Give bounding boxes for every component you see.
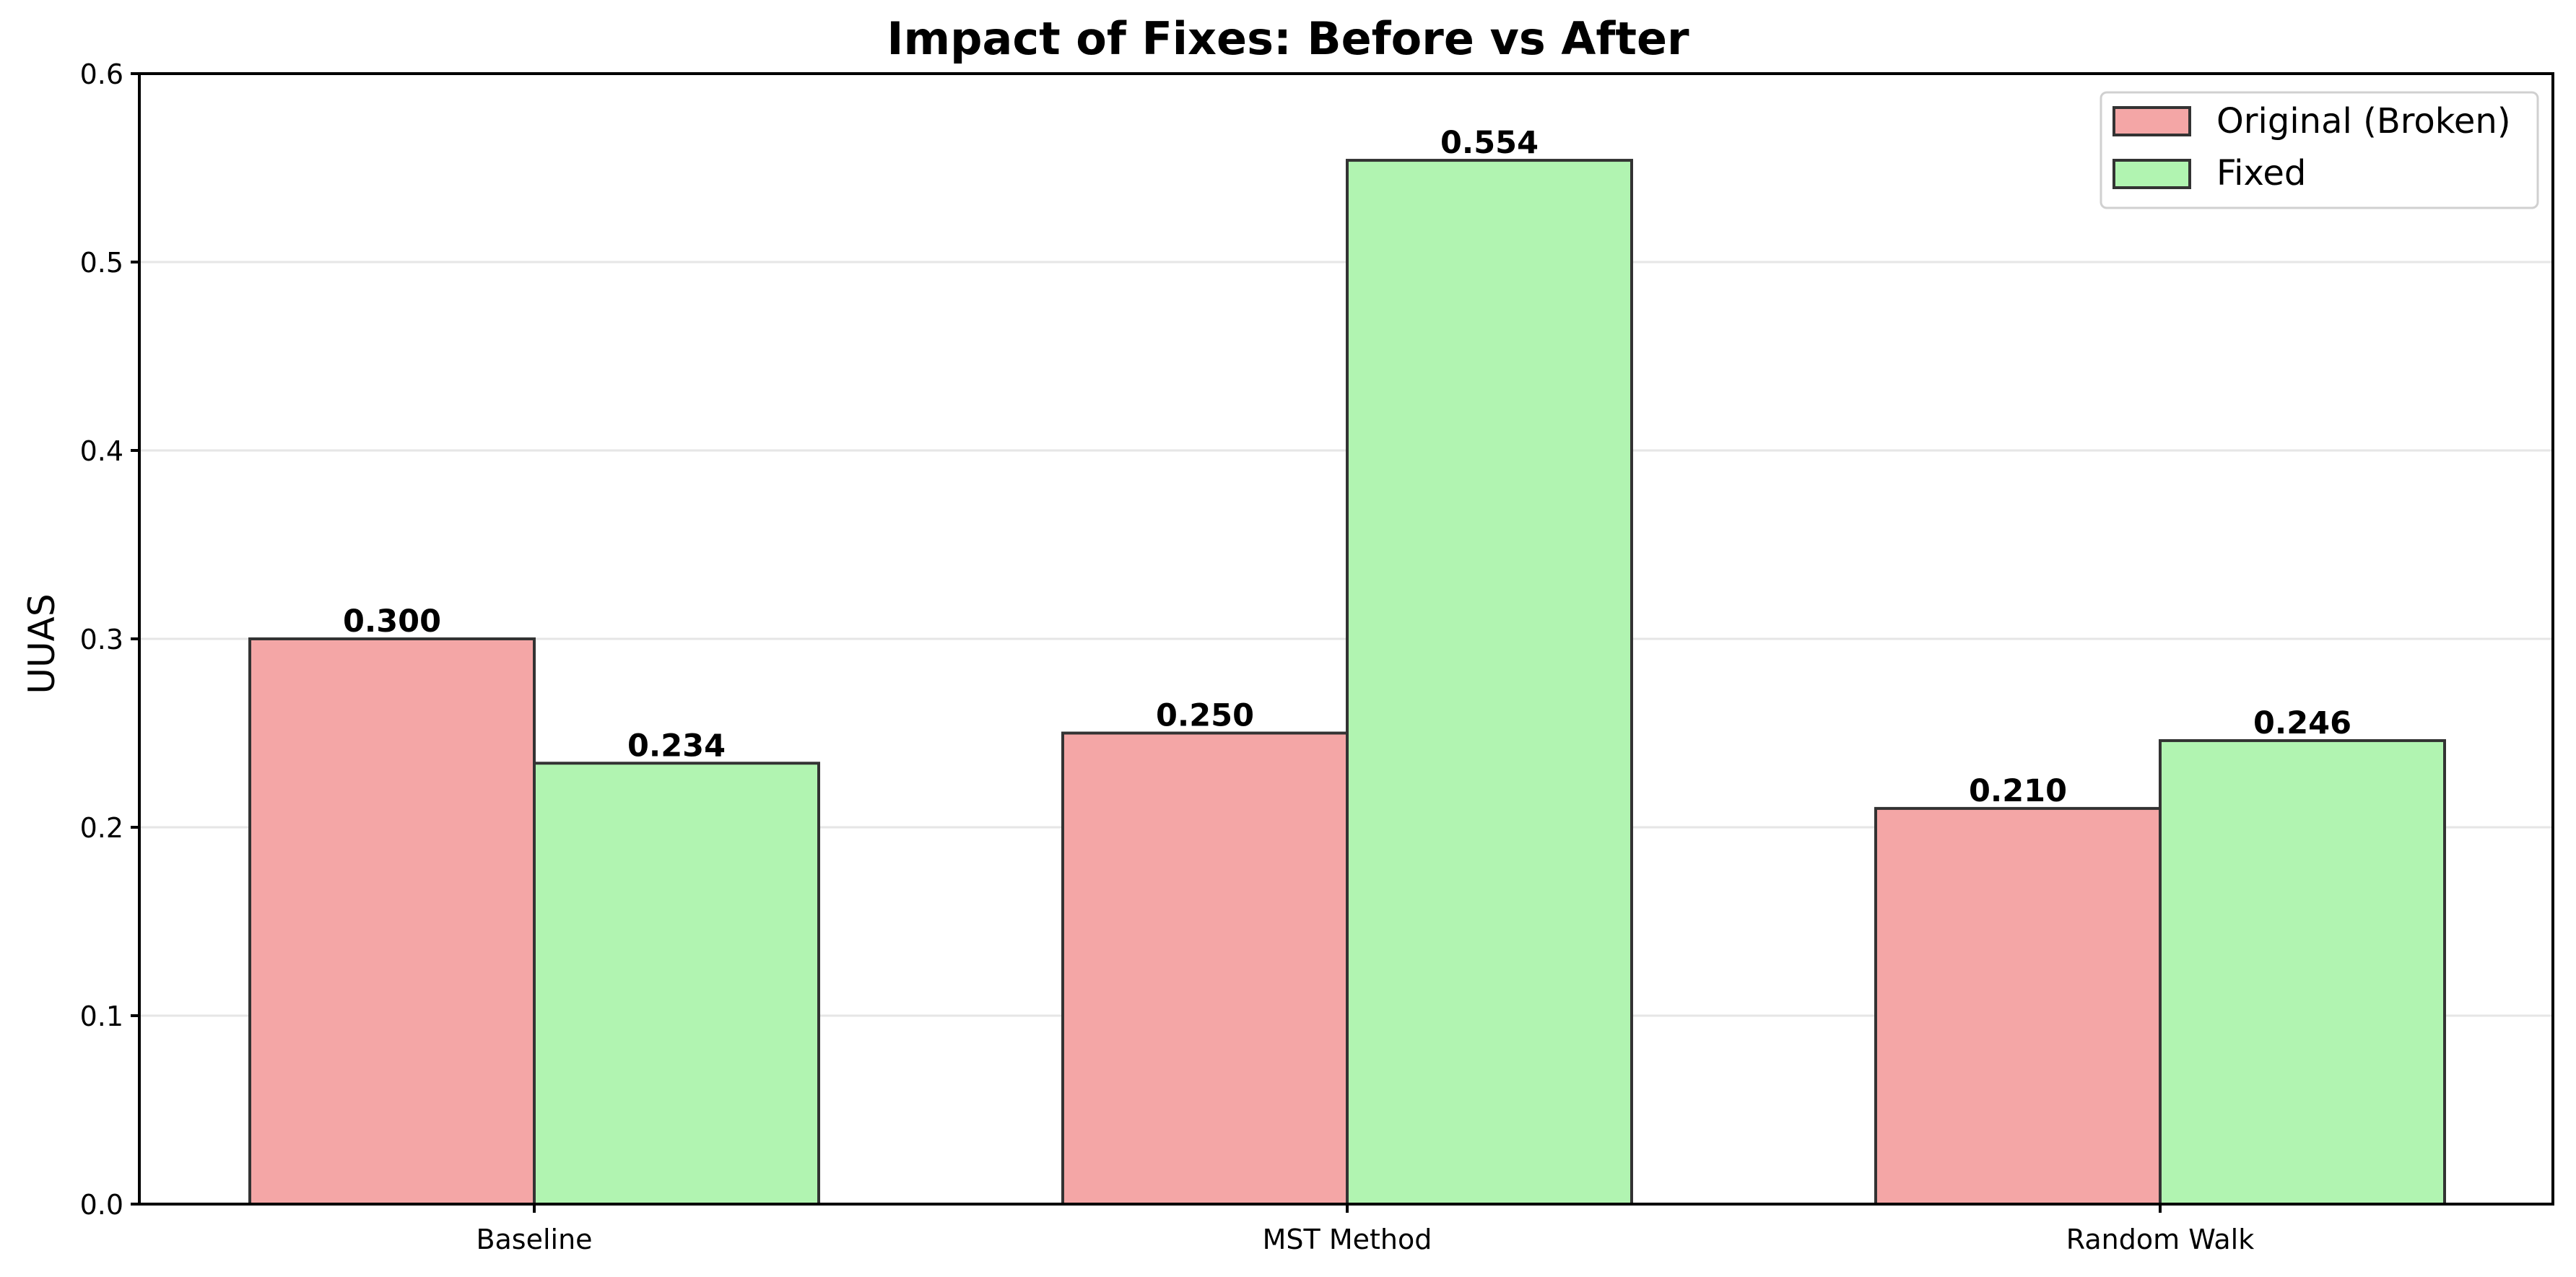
- y-tick-label: 0.6: [80, 58, 123, 90]
- x-tick-label-random-walk: Random Walk: [2066, 1224, 2254, 1255]
- y-tick-label: 0.3: [80, 624, 123, 655]
- y-tick-label: 0.1: [80, 1001, 123, 1032]
- legend-swatch-original-broken: [2114, 108, 2190, 135]
- bar-random-walk-original-broken: [1876, 809, 2160, 1204]
- bar-baseline-fixed: [534, 763, 819, 1204]
- y-tick-label: 0.2: [80, 812, 123, 844]
- y-axis-label: UUAS: [21, 593, 63, 694]
- bar-random-walk-fixed: [2160, 741, 2445, 1204]
- data-label-mst-method-original-broken: 0.250: [1156, 698, 1254, 734]
- legend: Original (Broken) Fixed: [2101, 92, 2538, 208]
- legend-label-fixed: Fixed: [2216, 153, 2306, 193]
- x-tick-label-baseline: Baseline: [476, 1224, 592, 1255]
- legend-swatch-fixed: [2114, 160, 2190, 188]
- data-label-random-walk-fixed: 0.246: [2253, 705, 2351, 741]
- legend-label-original-broken: Original (Broken): [2216, 101, 2511, 141]
- data-label-baseline-fixed: 0.234: [627, 728, 726, 764]
- y-tick-label: 0.4: [80, 435, 123, 467]
- chart-title: Impact of Fixes: Before vs After: [887, 12, 1689, 65]
- bar-mst-method-fixed: [1347, 160, 1632, 1204]
- y-tick-label: 0.0: [80, 1189, 123, 1221]
- bar-baseline-original-broken: [250, 639, 534, 1204]
- bar-mst-method-original-broken: [1063, 733, 1347, 1205]
- data-label-mst-method-fixed: 0.554: [1440, 125, 1539, 161]
- data-label-random-walk-original-broken: 0.210: [1969, 773, 2067, 809]
- data-label-baseline-original-broken: 0.300: [343, 603, 441, 640]
- y-tick-label: 0.5: [80, 247, 123, 279]
- x-tick-label-mst-method: MST Method: [1263, 1224, 1432, 1255]
